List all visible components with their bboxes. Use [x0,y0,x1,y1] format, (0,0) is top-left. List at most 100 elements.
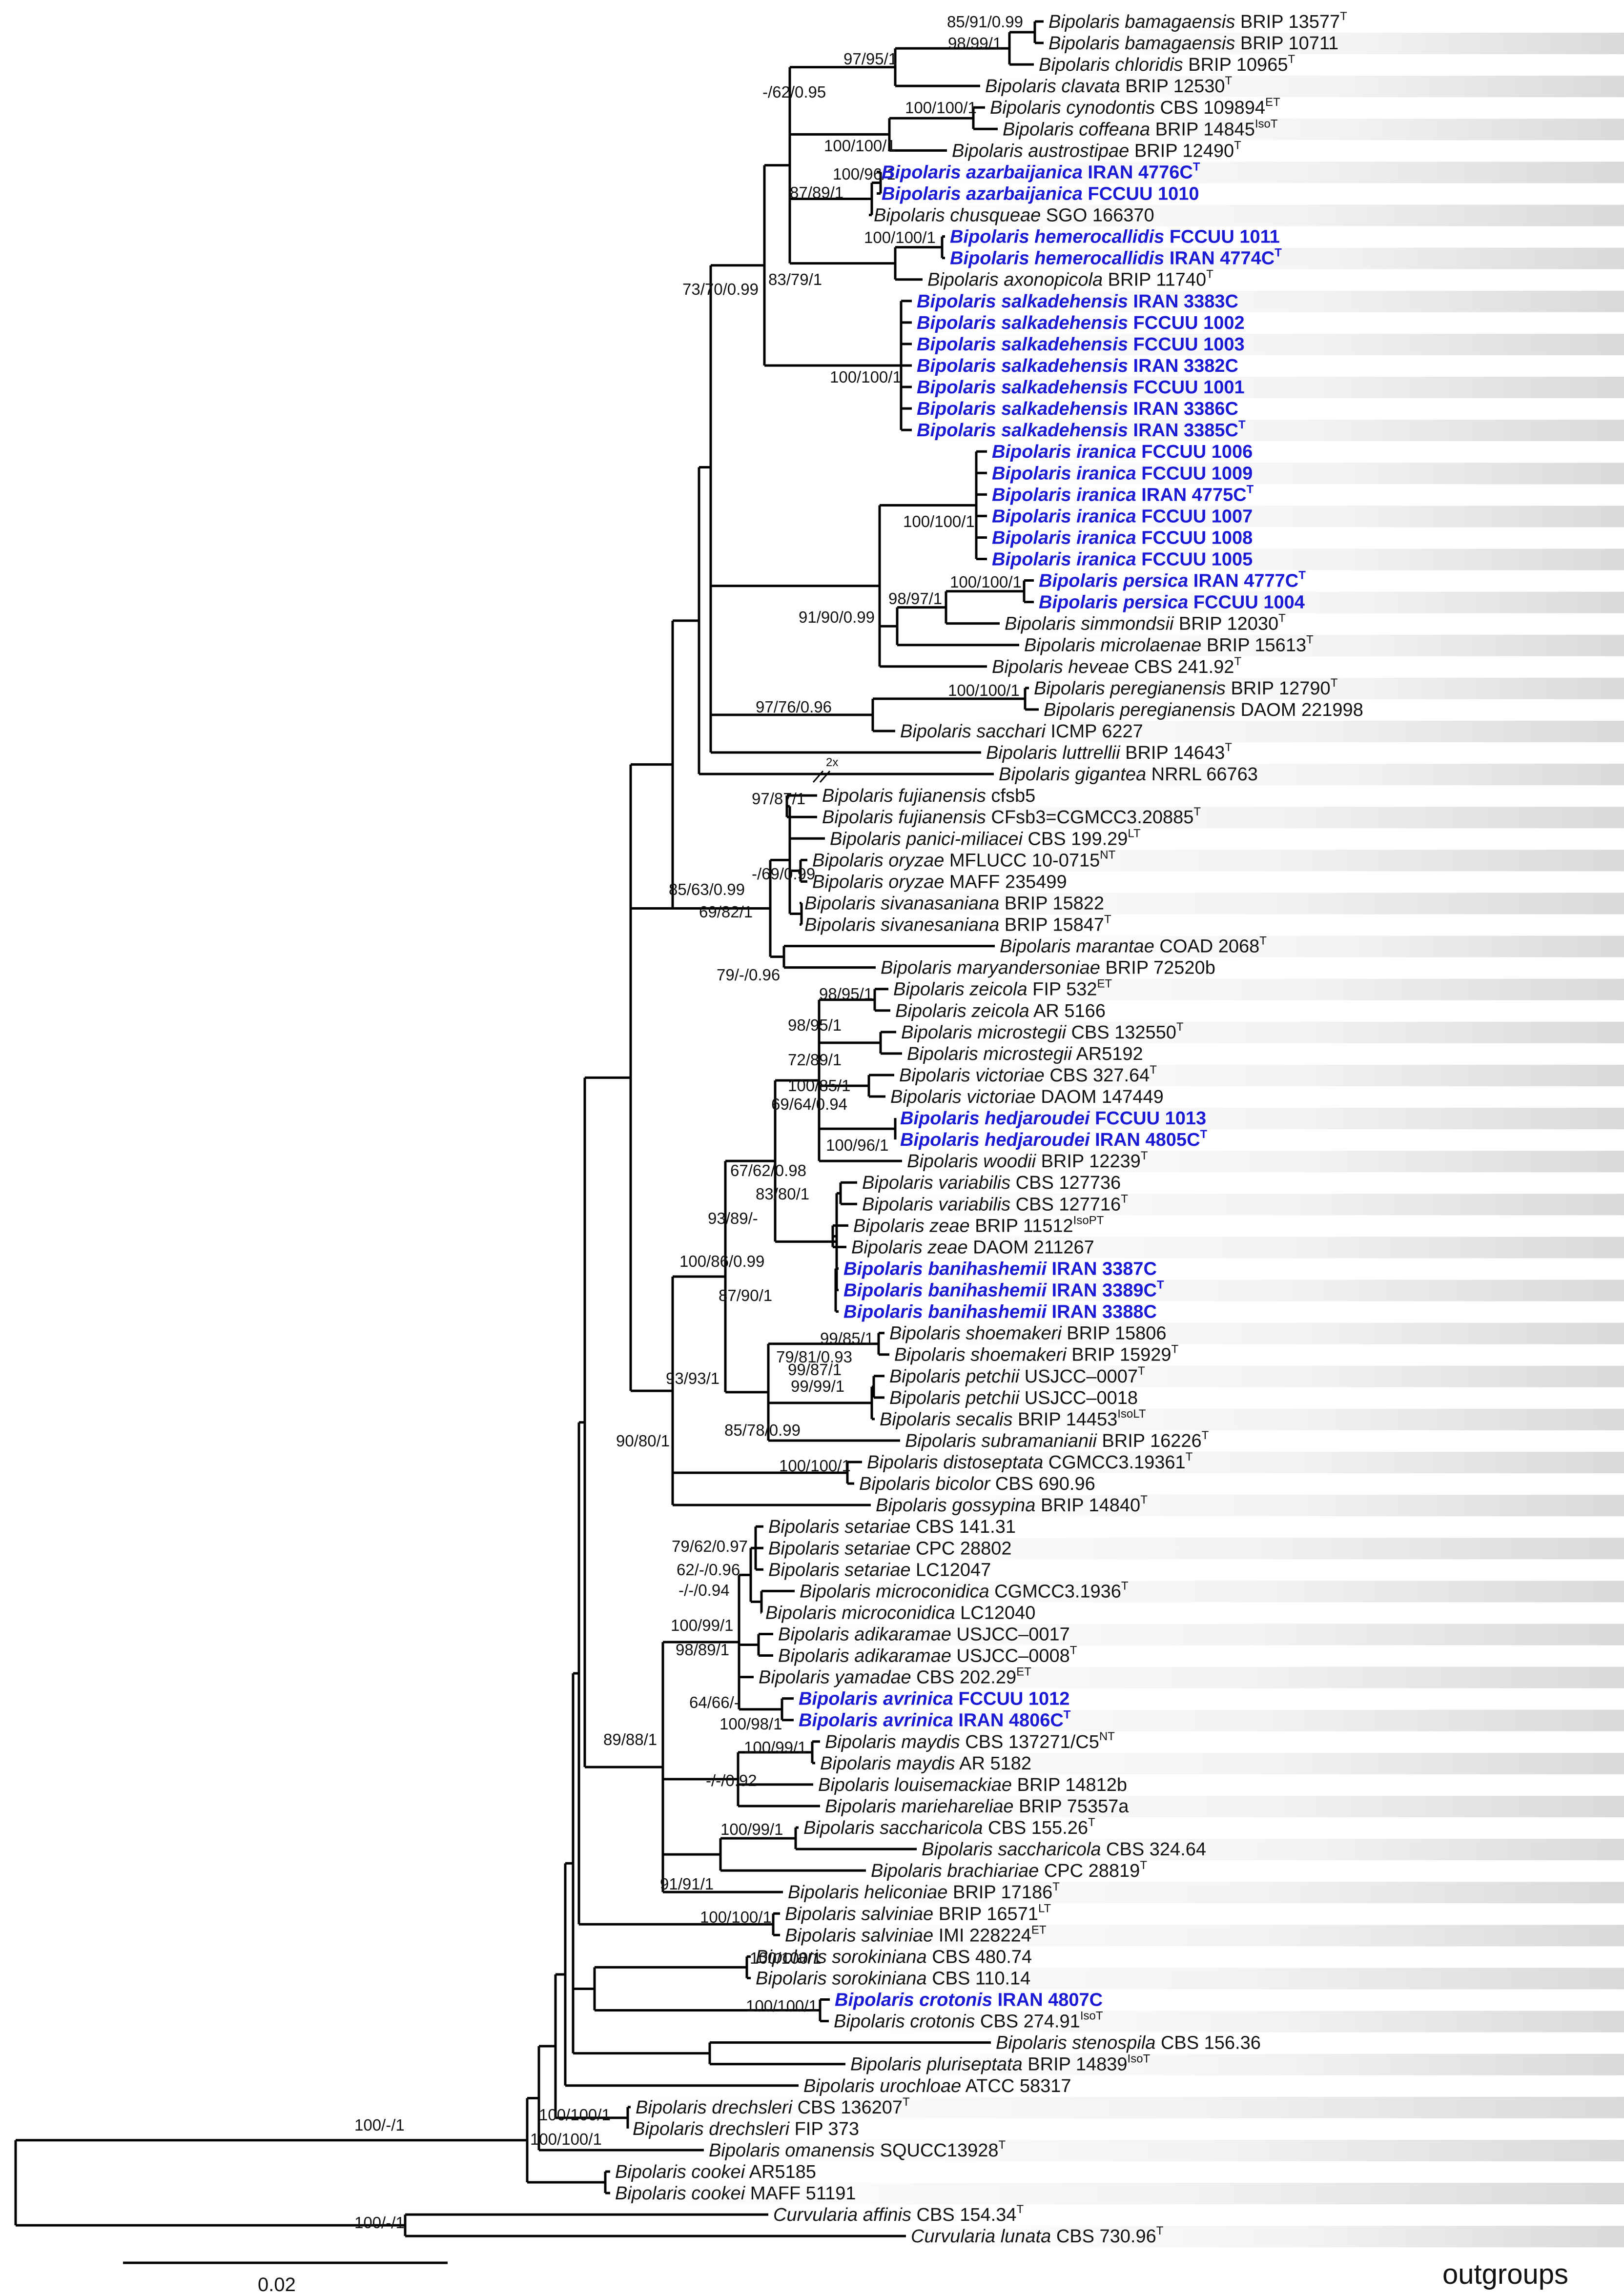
taxon-label: Bipolaris petchii USJCC–0018 [889,1388,1138,1408]
species-name: Bipolaris bicolor [859,1474,991,1494]
species-name: Curvularia affinis [773,2205,911,2225]
support-value: 99/85/1 [820,1329,874,1347]
species-name: Bipolaris louisemackiae [818,1775,1012,1795]
row-band [1001,119,1624,141]
row-band [707,2139,1624,2161]
type-status-superscript: T [1331,676,1338,690]
type-status-superscript: ET [1031,1923,1047,1936]
support-value: 98/95/1 [788,1016,842,1034]
strain-id: LC12047 [910,1560,991,1580]
strain-id: CPC 28819 [1039,1861,1140,1881]
strain-id: MAFF 235499 [944,872,1067,892]
taxon-label: Bipolaris setariae CBS 141.31 [768,1517,1016,1537]
support-value: 73/70/0.99 [682,280,759,298]
taxon-label: Bipolaris iranica FCCUU 1008 [992,528,1253,548]
species-name: Bipolaris banihashemii [843,1280,1047,1301]
type-status-superscript: IsoT [1128,2052,1151,2066]
type-status-superscript: T [1225,741,1232,754]
strain-id: FCCUU 1001 [1128,377,1245,398]
support-value: 91/91/1 [660,1875,714,1893]
strain-id: IRAN 3385C [1128,420,1238,441]
species-name: Bipolaris iranica [992,549,1136,570]
taxon-label: Bipolaris brachiariae CPC 28819T [871,1859,1147,1881]
species-name: Bipolaris setariae [768,1538,910,1559]
strain-id: NRRL 66763 [1146,764,1258,785]
strain-id: FCCUU 1005 [1136,549,1253,570]
strain-id: IRAN 4775C [1136,485,1247,505]
taxon-label: Bipolaris heliconiae BRIP 17186T [788,1880,1060,1903]
row-band [897,1064,1624,1086]
taxon-label: Bipolaris iranica FCCUU 1006 [992,442,1253,462]
taxon-label: Bipolaris victoriae DAOM 147449 [890,1087,1164,1107]
support-value: 64/66/- [689,1693,740,1711]
row-band [1022,634,1624,656]
taxon-label: Bipolaris secalis BRIP 14453IsoLT [880,1407,1146,1430]
type-status-superscript: T [1340,10,1347,23]
taxon-label: Bipolaris austrostipae BRIP 12490T [952,139,1241,161]
taxon-label: Bipolaris oryzae MFLUCC 10-0715NT [812,848,1116,871]
strain-id: CBS 141.31 [910,1517,1015,1537]
type-status-superscript: T [903,2095,910,2109]
species-name: Bipolaris salkadehensis [917,377,1128,398]
species-name: Bipolaris microlaenae [1024,635,1201,656]
taxon-label: Bipolaris coffeana BRIP 14845IsoT [1003,117,1278,140]
taxon-label: Bipolaris adikaramae USJCC–0017 [778,1625,1070,1645]
species-name: Bipolaris microconidica [765,1603,955,1623]
support-value: 100/100/1 [903,512,975,530]
row-band [818,1752,1624,1774]
taxon-label: Bipolaris zeae BRIP 11512IsoPT [853,1214,1104,1236]
row-band [887,1322,1624,1344]
strain-id: BRIP 14845 [1150,119,1255,140]
species-name: Bipolaris cookei [615,2162,746,2182]
species-name: Bipolaris iranica [992,442,1136,462]
type-status-superscript: T [1278,612,1286,625]
taxon-label: Bipolaris azarbaijanica FCCUU 1010 [882,183,1199,204]
species-name: Bipolaris avrinica [799,1710,953,1731]
taxon-label: Bipolaris cookei AR5185 [615,2162,816,2182]
row-band [948,247,1624,269]
strain-id: IRAN 3389C [1047,1280,1157,1301]
strain-id: USJCC–0017 [951,1625,1070,1645]
support-value: 100/100/1 [950,573,1022,591]
strain-id: FCCUU 1002 [1128,313,1245,333]
row-band [783,1925,1624,1947]
strain-id: BRIP 14453 [1012,1409,1117,1430]
species-name: Bipolaris axonopicola [927,270,1103,290]
strain-id: CBS 274.91 [975,2012,1080,2032]
row-band [920,1839,1624,1861]
strain-id: FCCUU 1010 [1083,183,1199,204]
strain-id: MAFF 51191 [745,2183,856,2204]
taxon-label: Bipolaris hedjaroudei FCCUU 1013 [900,1108,1206,1129]
support-value: 79/-/0.96 [717,966,780,984]
strain-id: AR5185 [745,2162,816,2182]
row-band [891,978,1624,1000]
strain-id: CFsb3=CGMCC3.20885 [986,807,1194,828]
species-name: Bipolaris panici-miliacei [830,829,1023,849]
taxon-label: Bipolaris zeicola AR 5166 [895,1001,1106,1021]
species-name: Bipolaris urochloae [803,2076,961,2096]
species-name: Bipolaris austrostipae [952,141,1129,161]
strain-id: BRIP 16571 [933,1904,1038,1924]
strain-id: BRIP 12790 [1226,678,1331,699]
strain-id: BRIP 15806 [1062,1323,1167,1344]
taxon-label: Bipolaris salkadehensis IRAN 3386C [917,399,1238,419]
strain-id: BRIP 10711 [1235,33,1338,54]
strain-id: CBS 136207 [792,2097,903,2118]
row-band [797,1709,1624,1731]
strain-id: BRIP 16226 [1097,1431,1202,1451]
species-name: Bipolaris iranica [992,485,1136,505]
support-value: 98/97/1 [888,589,942,608]
strain-id: FCCUU 1012 [953,1689,1070,1709]
type-status-superscript: LT [1128,827,1141,840]
outgroups-label: outgroups [1442,2258,1568,2290]
strain-id: CPC 28802 [910,1538,1011,1559]
strain-id: BRIP 12490 [1129,141,1234,161]
type-status-superscript: T [1234,139,1241,152]
row-band [915,420,1624,442]
support-value: 100/100/1 [530,2130,602,2148]
support-value: 69/82/1 [699,903,753,921]
species-name: Bipolaris banihashemii [843,1302,1047,1322]
taxon-label: Bipolaris hedjaroudei IRAN 4805CT [900,1128,1208,1150]
species-name: Bipolaris hemerocallidis [950,248,1164,269]
row-band [848,2053,1624,2075]
